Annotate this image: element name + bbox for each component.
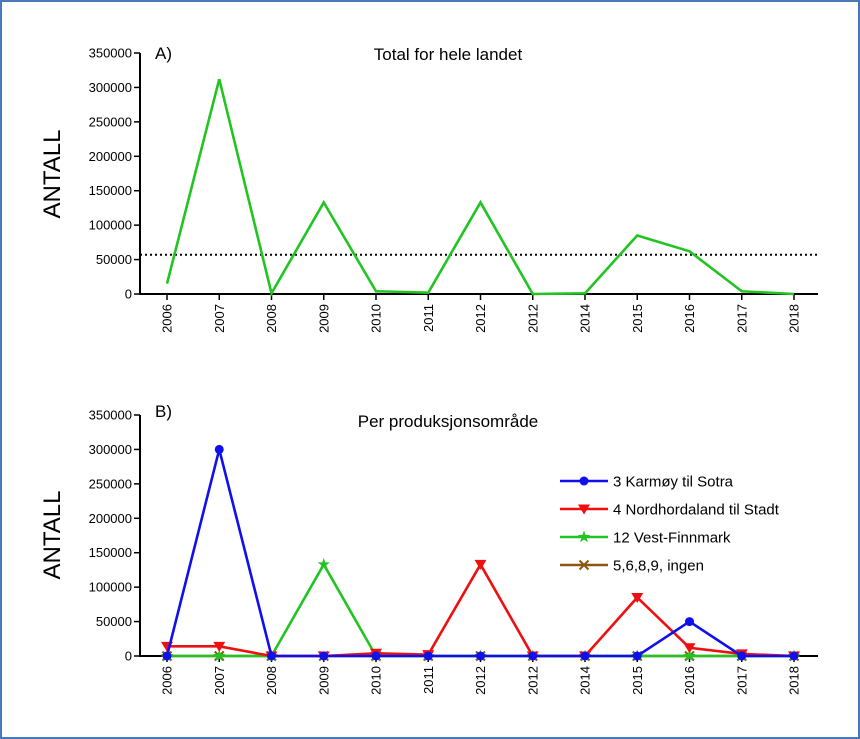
data-point xyxy=(631,592,644,603)
x-tick-label: 2012 xyxy=(525,304,540,333)
y-tick-label: 350000 xyxy=(89,408,132,423)
x-tick-label: 2012 xyxy=(525,666,540,695)
panel-label: A) xyxy=(155,44,172,63)
panel-label: B) xyxy=(155,402,172,421)
x-tick-label: 2007 xyxy=(212,666,227,695)
chart-panel-a: 0 50000 100000 150000 200000 250000 300000 3500… xyxy=(39,44,818,333)
x-tick-label: 2017 xyxy=(734,666,749,695)
legend-marker xyxy=(577,530,591,543)
legend-label: 12 Vest-Finnmark xyxy=(613,530,731,547)
data-point xyxy=(580,651,590,661)
x-tick-label: 2011 xyxy=(421,666,436,694)
data-point xyxy=(683,649,696,662)
chart-title: Per produksjonsområde xyxy=(358,412,538,431)
series-line xyxy=(165,78,795,297)
data-point xyxy=(476,651,485,661)
data-point xyxy=(423,651,433,661)
y-tick-label: 300000 xyxy=(89,442,132,457)
y-tick-label: 50000 xyxy=(96,252,132,267)
x-tick-label: 2016 xyxy=(682,666,697,695)
legend-label: 5,6,8,9, ingen xyxy=(613,558,704,575)
x-tick-label: 2015 xyxy=(630,304,645,333)
x-tick-label: 2016 xyxy=(682,304,697,333)
x-tick-label: 2006 xyxy=(160,666,175,695)
y-tick-label: 50000 xyxy=(96,614,132,629)
y-tick-label: 300000 xyxy=(89,80,132,95)
data-point xyxy=(213,641,226,652)
data-point xyxy=(371,651,381,661)
x-tick-label: 2011 xyxy=(421,304,436,332)
y-tick-label: 150000 xyxy=(89,545,132,560)
legend-marker xyxy=(578,504,590,515)
y-axis-label: ANTALL xyxy=(39,130,66,219)
series-3-karm-y-til-sotra xyxy=(162,444,799,661)
x-tick-label: 2010 xyxy=(369,304,384,333)
data-point xyxy=(474,559,487,570)
x-tick-label: 2012 xyxy=(473,304,488,333)
data-point xyxy=(683,643,696,654)
legend-marker xyxy=(579,476,589,486)
data-point xyxy=(317,557,330,570)
y-tick-label: 100000 xyxy=(89,218,132,233)
data-point xyxy=(789,651,799,661)
x-tick-label: 2012 xyxy=(473,666,488,695)
data-point xyxy=(267,651,276,661)
y-tick-label: 200000 xyxy=(89,149,132,164)
legend: 3 Karmøy til Sotra 4 Nordhordaland til St… xyxy=(560,474,780,575)
y-tick-label: 100000 xyxy=(89,580,132,595)
x-tick-label: 2017 xyxy=(734,304,749,333)
x-tick-label: 2018 xyxy=(787,304,802,333)
series-total xyxy=(165,78,795,297)
legend-label: 3 Karmøy til Sotra xyxy=(613,474,734,491)
x-tick-label: 2014 xyxy=(578,666,593,695)
y-tick-label: 350000 xyxy=(89,46,132,61)
series-12-vest-finnmark xyxy=(160,557,801,662)
x-tick-label: 2014 xyxy=(578,304,593,333)
y-tick-label: 200000 xyxy=(89,511,132,526)
y-tick-label: 250000 xyxy=(89,476,132,491)
data-point xyxy=(685,617,694,627)
chart-panel-b: 0 50000 100000 150000 200000 250000 300000 3500… xyxy=(39,402,818,695)
data-point xyxy=(737,651,747,661)
x-tick-label: 2015 xyxy=(630,666,645,695)
y-tick-label: 250000 xyxy=(89,114,132,129)
x-tick-label: 2018 xyxy=(787,666,802,695)
data-point xyxy=(162,651,172,661)
legend-label: 4 Nordhordaland til Stadt xyxy=(613,502,780,519)
x-tick-label: 2007 xyxy=(212,304,227,333)
data-point xyxy=(632,651,642,661)
x-tick-label: 2010 xyxy=(369,666,384,695)
x-tick-label: 2008 xyxy=(264,304,279,333)
data-point xyxy=(528,651,538,661)
y-axis-label: ANTALL xyxy=(39,491,66,580)
x-tick-label: 2009 xyxy=(316,666,331,695)
data-point xyxy=(213,649,226,662)
y-tick-label: 0 xyxy=(125,649,132,664)
y-tick-label: 150000 xyxy=(89,183,132,198)
x-tick-label: 2006 xyxy=(160,304,175,333)
legend-marker xyxy=(578,559,590,571)
series-4-nordhordaland-til-stadt xyxy=(161,559,800,662)
y-tick-label: 0 xyxy=(125,287,132,302)
data-point xyxy=(319,651,329,661)
data-point xyxy=(214,444,224,454)
x-tick-label: 2008 xyxy=(264,666,279,695)
x-tick-label: 2009 xyxy=(316,304,331,333)
chart-title: Total for hele landet xyxy=(374,45,523,64)
